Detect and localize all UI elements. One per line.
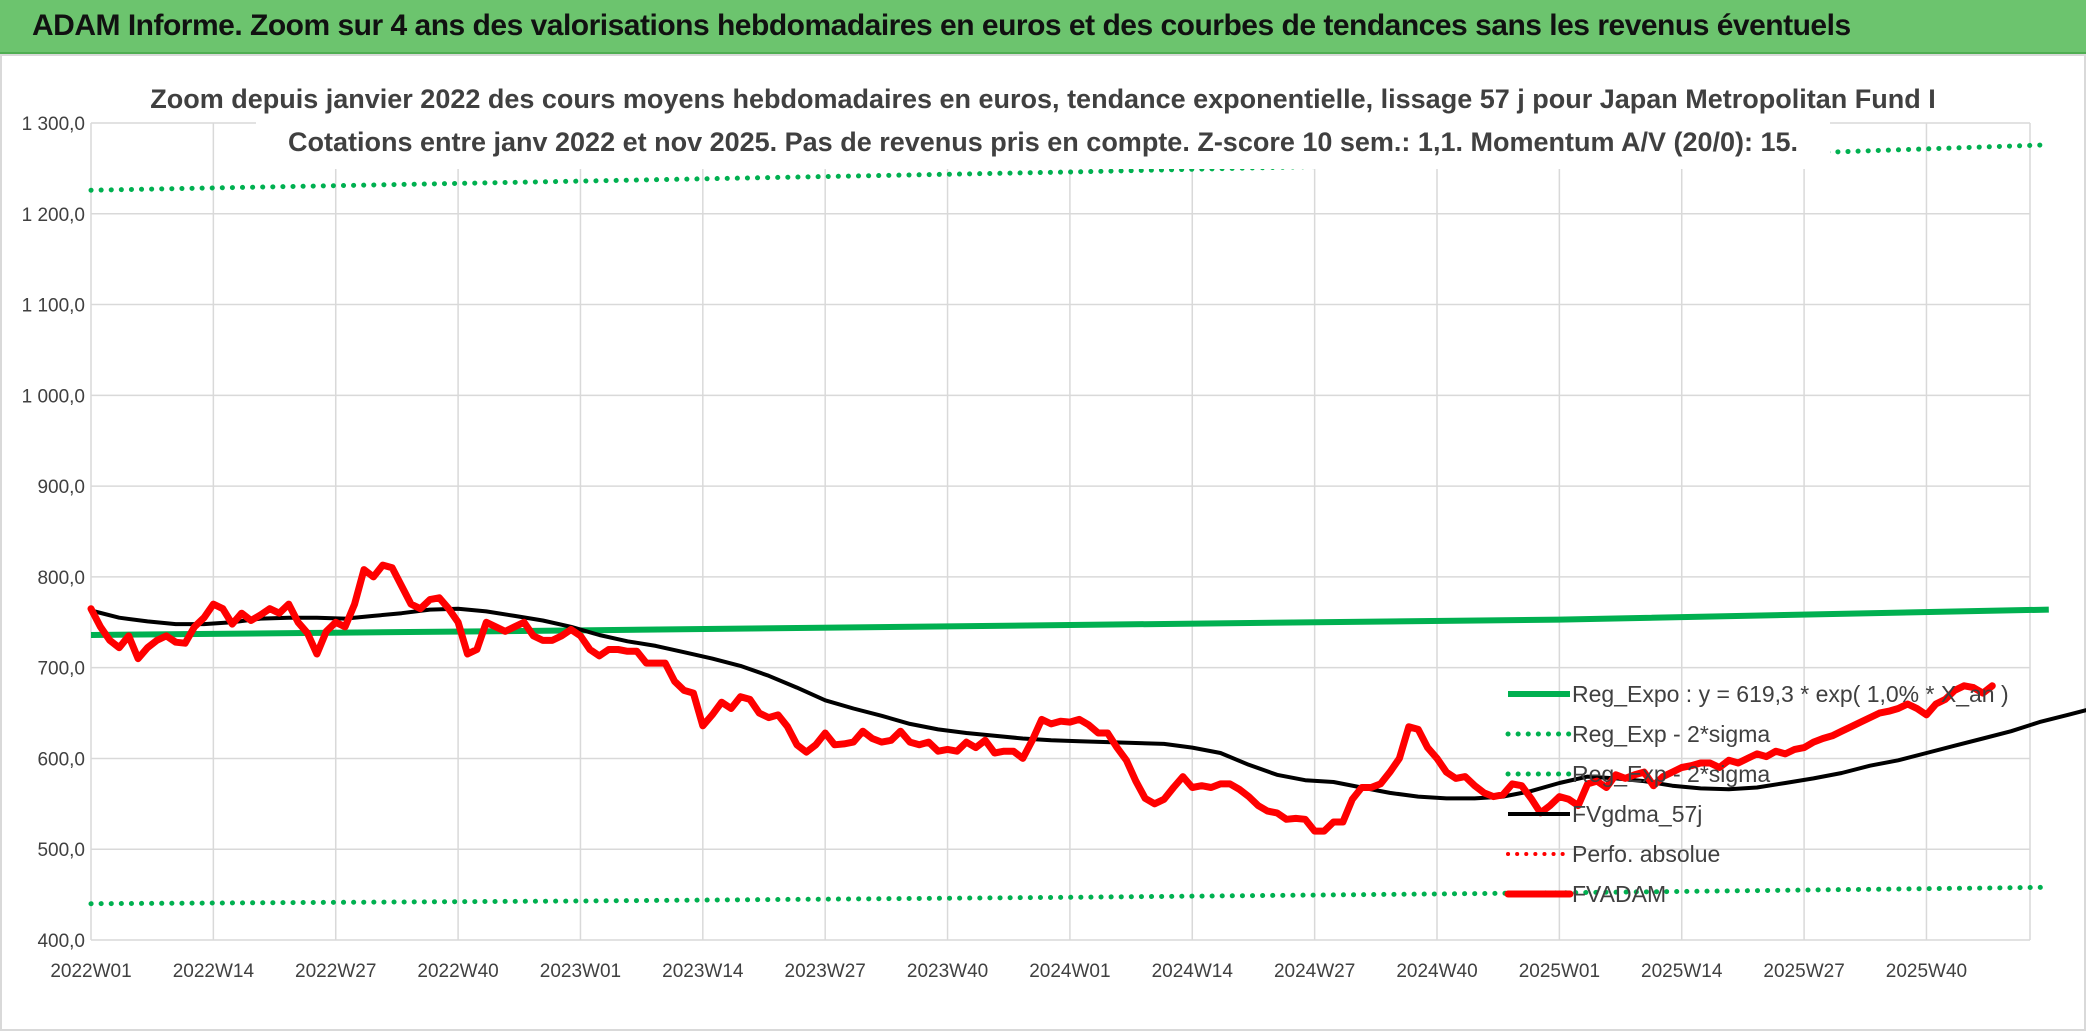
series-line	[90, 606, 2049, 638]
x-tick-label: 2023W40	[907, 961, 988, 982]
y-tick-label: 700,0	[37, 659, 85, 680]
y-tick-label: 800,0	[37, 568, 85, 589]
y-tick-label: 400,0	[37, 931, 85, 952]
x-tick-label: 2025W40	[1886, 961, 1967, 982]
x-tick-label: 2023W01	[540, 961, 621, 982]
x-tick-label: 2024W27	[1274, 961, 1355, 982]
legend-label: Reg_Expo : y = 619,3 * exp( 1,0% * X_an …	[1572, 681, 2009, 707]
x-tick-label: 2025W27	[1763, 961, 1844, 982]
title-background	[256, 79, 1830, 169]
legend-label: FVgdma_57j	[1572, 801, 1702, 827]
report-title: ADAM Informe. Zoom sur 4 ans des valoris…	[32, 9, 1851, 42]
legend-label: FVADAM	[1572, 881, 1666, 907]
legend-label: Reg_Exp - 2*sigma	[1572, 761, 1770, 787]
x-tick-label: 2022W01	[50, 961, 131, 982]
chart-grid	[90, 122, 2031, 941]
x-tick-label: 2024W14	[1152, 961, 1234, 982]
series-layer	[87, 79, 2086, 907]
x-tick-label: 2023W14	[662, 961, 744, 982]
x-tick-label: 2023W27	[785, 961, 866, 982]
chart-subtitle: Cotations entre janv 2022 et nov 2025. P…	[287, 127, 1799, 157]
x-axis-ticks: 2022W01 2022W14 2022W27 2022W40 2023W01 2023W…	[50, 961, 1967, 982]
y-tick-label: 1 200,0	[22, 205, 85, 226]
y-tick-label: 900,0	[37, 477, 85, 498]
series-line	[88, 884, 2052, 907]
x-tick-label: 2022W14	[173, 961, 255, 982]
x-tick-label: 2022W27	[295, 961, 376, 982]
chart-legend: Reg_Expo : y = 619,3 * exp( 1,0% * X_an …	[1504, 681, 2009, 907]
series-line	[90, 606, 2086, 801]
legend-label: Perfo. absolue	[1572, 841, 1720, 867]
chart-title: Zoom depuis janvier 2022 des cours moyen…	[150, 84, 1936, 114]
y-tick-label: 500,0	[37, 840, 85, 861]
x-tick-label: 2025W01	[1519, 961, 1600, 982]
x-tick-label: 2024W01	[1029, 961, 1110, 982]
y-tick-label: 1 000,0	[22, 386, 85, 407]
series-line	[87, 561, 1996, 835]
y-axis-ticks: 400,0 500,0 600,0 700,0 800,0 900,0 1 000,0 1 1…	[22, 114, 85, 952]
y-tick-label: 1 100,0	[22, 296, 85, 317]
x-tick-label: 2022W40	[417, 961, 498, 982]
x-tick-label: 2025W14	[1641, 961, 1723, 982]
y-tick-label: 1 300,0	[22, 114, 85, 135]
chart-frame	[0, 54, 2086, 1031]
y-tick-label: 600,0	[37, 749, 85, 770]
legend-label: Reg_Exp - 2*sigma	[1572, 721, 1770, 747]
x-tick-label: 2024W40	[1396, 961, 1477, 982]
series-line	[88, 142, 2052, 193]
report-banner: ADAM Informe. Zoom sur 4 ans des valoris…	[0, 0, 2086, 54]
